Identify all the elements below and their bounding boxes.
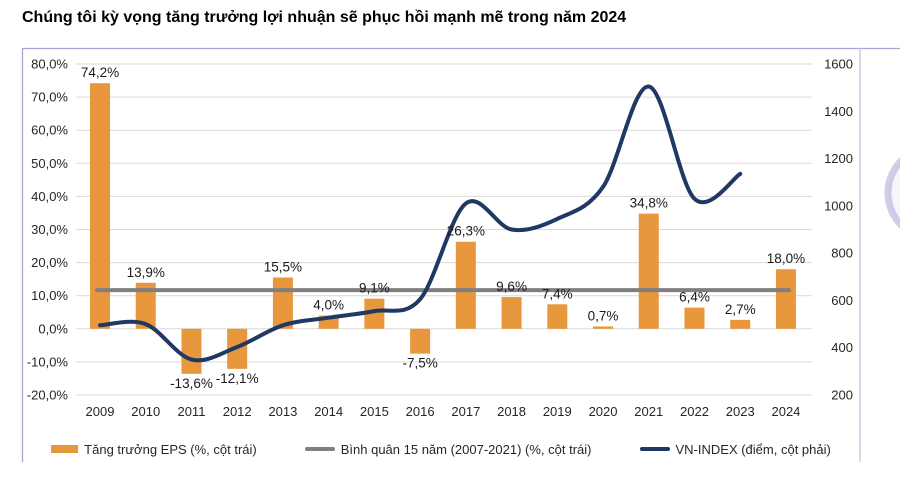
svg-text:70,0%: 70,0%	[31, 90, 68, 105]
svg-text:6,4%: 6,4%	[679, 290, 710, 305]
svg-text:2021: 2021	[634, 404, 663, 419]
svg-text:2022: 2022	[680, 404, 709, 419]
svg-text:74,2%: 74,2%	[81, 65, 119, 80]
svg-text:26,3%: 26,3%	[447, 224, 485, 239]
svg-text:1600: 1600	[824, 57, 853, 72]
eps-bar	[272, 277, 293, 329]
svg-text:2016: 2016	[406, 404, 435, 419]
svg-text:-10,0%: -10,0%	[27, 354, 69, 369]
chart-border	[21, 47, 900, 462]
x-axis-labels: 2009 2010 2011 2012 2013 2014 2015 2016 2017 2018…	[86, 404, 801, 419]
svg-text:600: 600	[831, 293, 853, 308]
svg-text:60,0%: 60,0%	[31, 123, 68, 138]
eps-bars	[90, 83, 796, 374]
legend-item-eps: Tăng trưởng EPS (%, cột trái)	[51, 442, 257, 457]
svg-text:30,0%: 30,0%	[31, 222, 68, 237]
svg-text:2017: 2017	[451, 404, 480, 419]
legend: Tăng trưởng EPS (%, cột trái) Bình quân …	[22, 437, 860, 461]
right-axis-labels: 1600 1400 1200 1000 800 600 400 200	[824, 57, 853, 403]
average-line-swatch-icon	[304, 447, 335, 451]
svg-text:2018: 2018	[497, 404, 526, 419]
eps-bar	[410, 328, 431, 354]
eps-bar	[455, 241, 476, 329]
svg-text:2015: 2015	[360, 404, 389, 419]
svg-text:9,1%: 9,1%	[359, 281, 390, 296]
svg-text:200: 200	[831, 388, 853, 403]
vnindex-line-swatch-icon	[639, 447, 670, 451]
svg-text:2,7%: 2,7%	[725, 302, 756, 317]
svg-text:40,0%: 40,0%	[31, 189, 68, 204]
svg-text:4,0%: 4,0%	[313, 298, 344, 313]
eps-bar	[364, 298, 385, 329]
svg-text:20,0%: 20,0%	[31, 255, 68, 270]
svg-text:-13,6%: -13,6%	[170, 376, 213, 391]
eps-bar	[730, 319, 751, 329]
eps-bar	[775, 269, 796, 329]
svg-text:7,4%: 7,4%	[542, 286, 573, 301]
svg-text:400: 400	[831, 340, 853, 355]
eps-bar	[547, 304, 568, 329]
svg-text:-12,1%: -12,1%	[216, 371, 259, 386]
svg-text:2024: 2024	[771, 404, 800, 419]
svg-text:2023: 2023	[726, 404, 755, 419]
svg-text:0,0%: 0,0%	[38, 321, 68, 336]
svg-text:10,0%: 10,0%	[31, 288, 68, 303]
svg-text:2019: 2019	[543, 404, 572, 419]
eps-bar-swatch-icon	[51, 445, 79, 453]
svg-text:2012: 2012	[223, 404, 252, 419]
svg-text:9,6%: 9,6%	[496, 279, 527, 294]
svg-text:18,0%: 18,0%	[767, 251, 805, 266]
legend-label-vnindex: VN-INDEX (điểm, cột phải)	[675, 441, 831, 457]
svg-text:50,0%: 50,0%	[31, 156, 68, 171]
eps-bar	[501, 297, 522, 329]
svg-text:34,8%: 34,8%	[630, 196, 668, 211]
svg-text:-7,5%: -7,5%	[402, 356, 437, 371]
svg-text:2014: 2014	[314, 404, 343, 419]
eps-bar	[684, 307, 705, 329]
legend-item-average: Bình quân 15 năm (2007-2021) (%, cột trá…	[304, 441, 592, 457]
svg-text:2010: 2010	[131, 404, 160, 419]
legend-label-average: Bình quân 15 năm (2007-2021) (%, cột trá…	[340, 441, 592, 457]
svg-text:1000: 1000	[824, 198, 853, 213]
eps-bar	[638, 213, 659, 329]
svg-text:800: 800	[831, 246, 853, 261]
eps-bar	[135, 282, 156, 329]
svg-text:2011: 2011	[177, 404, 205, 419]
vnindex-line	[98, 84, 743, 363]
svg-text:80,0%: 80,0%	[31, 57, 68, 72]
svg-text:1400: 1400	[824, 104, 853, 119]
eps-bar	[181, 328, 202, 374]
bar-value-labels: 74,2% 13,9% -13,6% -12,1% 15,5% 4,0% 9,1% -7,5%…	[81, 65, 805, 391]
svg-text:2009: 2009	[86, 404, 115, 419]
svg-text:2020: 2020	[589, 404, 618, 419]
svg-text:15,5%: 15,5%	[264, 259, 302, 274]
eps-bar	[593, 326, 614, 329]
svg-text:-20,0%: -20,0%	[27, 388, 69, 403]
legend-item-vnindex: VN-INDEX (điểm, cột phải)	[639, 441, 831, 457]
left-axis-labels: 80,0% 70,0% 60,0% 50,0% 40,0% 30,0% 20,0% 10,0%…	[27, 57, 69, 403]
svg-text:2013: 2013	[268, 404, 297, 419]
svg-text:0,7%: 0,7%	[588, 308, 619, 323]
watermark-arc	[884, 157, 900, 229]
legend-label-eps: Tăng trưởng EPS (%, cột trái)	[84, 441, 257, 457]
eps-bar	[90, 83, 110, 329]
svg-text:1200: 1200	[824, 151, 853, 166]
chart-title: Chúng tôi kỳ vọng tăng trưởng lợi nhuận …	[22, 9, 627, 26]
svg-text:13,9%: 13,9%	[127, 265, 165, 280]
